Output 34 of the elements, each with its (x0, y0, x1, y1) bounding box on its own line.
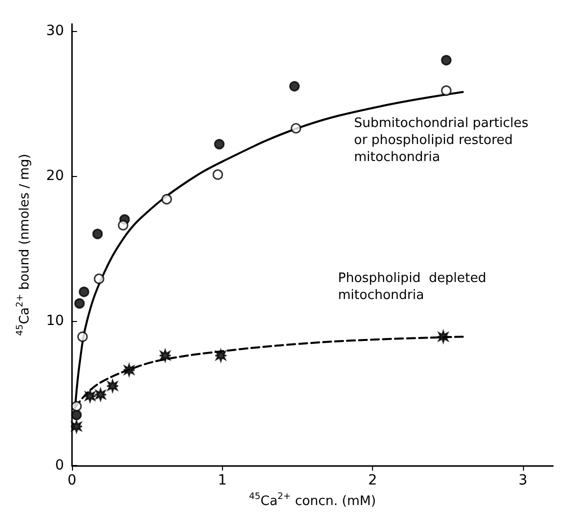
annotation: Phospholipid depleted mitochondria (338, 271, 486, 303)
point (161, 194, 172, 204)
point (77, 331, 88, 342)
x-tick-label: 1 (218, 472, 227, 489)
point (118, 220, 128, 230)
y-tick-label: 0 (55, 458, 64, 474)
point (214, 349, 228, 362)
point (94, 274, 104, 284)
point (212, 169, 224, 180)
point (74, 298, 85, 309)
y-tick-label: 20 (46, 168, 64, 184)
point (290, 123, 302, 134)
y-axis-title: 45Ca2+ bound (nmoles / mg) (16, 154, 32, 336)
point (106, 380, 119, 392)
point (437, 330, 450, 343)
point (214, 138, 225, 150)
point (94, 388, 107, 401)
x-tick-label: 3 (518, 472, 528, 489)
x-tick-label: 2 (368, 472, 378, 489)
point (158, 349, 172, 362)
y-tick-label: 10 (46, 312, 64, 329)
point (92, 228, 103, 240)
point (122, 364, 136, 376)
point (70, 420, 83, 433)
point (441, 54, 452, 66)
y-tick-label: 30 (46, 23, 64, 40)
point (71, 400, 82, 412)
annotation: Submitochondrial particles or phospholipid restored mitochondria (354, 116, 529, 165)
point (71, 410, 82, 420)
point (441, 85, 452, 96)
point (84, 390, 96, 402)
point (289, 81, 300, 92)
point (78, 286, 90, 298)
x-tick-label: 0 (68, 472, 76, 489)
